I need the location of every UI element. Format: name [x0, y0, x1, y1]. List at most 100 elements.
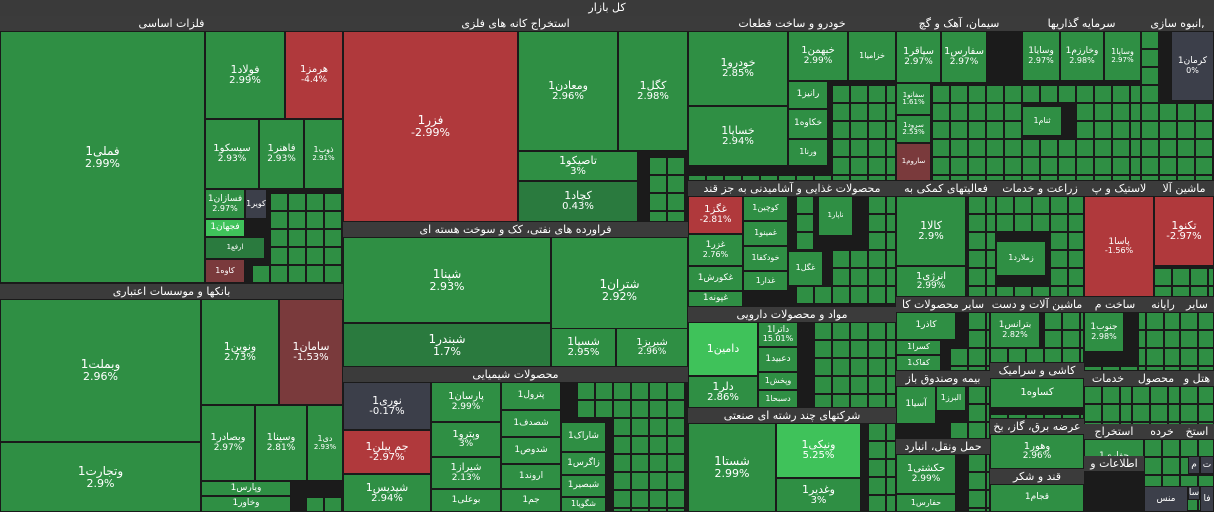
filler-tile[interactable]	[1102, 404, 1120, 422]
filler-tile[interactable]	[986, 454, 990, 472]
filler-tile[interactable]	[886, 376, 896, 394]
filler-tile[interactable]	[886, 340, 896, 358]
stock-tile[interactable]: شتران1 2.92%	[551, 237, 688, 343]
filler-tile[interactable]	[306, 265, 324, 283]
stock-tile[interactable]: غکورش1	[688, 266, 743, 291]
filler-tile[interactable]	[996, 214, 1014, 232]
filler-tile[interactable]	[968, 422, 986, 439]
filler-tile[interactable]	[649, 508, 667, 512]
filler-tile[interactable]	[932, 139, 950, 157]
filler-tile[interactable]	[850, 121, 868, 139]
filler-tile[interactable]	[1044, 348, 1062, 363]
sector[interactable]: عرضه برق، گاز، بخ وهور1 2.96%	[990, 419, 1084, 469]
stock-tile[interactable]: فزر1 -2.99%	[343, 31, 518, 222]
stock-tile[interactable]: دلر1 2.86%	[688, 376, 758, 408]
sector[interactable]: ,انبوه سازی کرمان1 0%	[1141, 16, 1214, 181]
filler-tile[interactable]	[1004, 175, 1022, 181]
stock-tile[interactable]: سپاقر1 2.97%	[896, 31, 941, 83]
filler-tile[interactable]	[270, 193, 288, 211]
stock-tile[interactable]: وخاور1	[201, 496, 291, 512]
filler-tile[interactable]	[796, 175, 814, 181]
stock-tile[interactable]: وپترو1 3%	[431, 422, 501, 457]
stock-tile[interactable]: انرژی1 2.99%	[896, 266, 966, 297]
filler-tile[interactable]	[1138, 348, 1146, 366]
filler-tile[interactable]	[832, 286, 850, 304]
filler-tile[interactable]	[1076, 139, 1094, 157]
filler-tile[interactable]	[577, 382, 595, 400]
filler-tile[interactable]	[706, 175, 724, 181]
sector[interactable]: فلزات اساسی فملی1 2.99% فولاد1 2.99% هرمز1 -4.…	[0, 16, 343, 284]
filler-tile[interactable]	[649, 418, 667, 436]
stock-tile[interactable]: خودرو1 2.85%	[688, 31, 788, 106]
filler-tile[interactable]	[1177, 175, 1195, 181]
filler-tile[interactable]	[968, 386, 986, 404]
filler-tile[interactable]	[968, 232, 986, 250]
sector[interactable]: شرکتهای چند رشته ای صنعتی شستا1 2.99% ونیکی…	[688, 408, 896, 512]
filler-tile[interactable]	[968, 139, 986, 157]
filler-tile[interactable]	[1004, 85, 1022, 103]
sector[interactable]: سایر	[1180, 297, 1214, 371]
filler-tile[interactable]	[1068, 250, 1084, 268]
filler-tile[interactable]	[1120, 366, 1138, 371]
filler-tile[interactable]	[1050, 196, 1068, 214]
filler-tile[interactable]	[649, 490, 667, 508]
filler-tile[interactable]	[306, 247, 324, 265]
filler-tile[interactable]	[1146, 366, 1164, 371]
filler-tile[interactable]	[288, 247, 306, 265]
stock-tile[interactable]: شبندر1 1.7%	[343, 323, 551, 367]
filler-tile[interactable]	[1068, 196, 1084, 214]
filler-tile[interactable]	[613, 436, 631, 454]
stock-tile[interactable]: دامین1	[688, 322, 758, 376]
sector[interactable]: رایانه	[1146, 297, 1180, 371]
filler-tile[interactable]	[886, 394, 896, 408]
filler-tile[interactable]	[1180, 312, 1198, 330]
filler-tile[interactable]	[968, 103, 986, 121]
filler-tile[interactable]	[990, 348, 1008, 363]
filler-tile[interactable]	[986, 472, 990, 490]
filler-tile[interactable]	[1068, 214, 1084, 232]
filler-tile[interactable]	[950, 121, 968, 139]
stock-tile[interactable]: وپارس1	[201, 481, 291, 496]
sector[interactable]: بیمه وصندوق باز آسیا1 البرز1	[896, 371, 990, 439]
filler-tile[interactable]	[986, 232, 996, 250]
stock-tile[interactable]: فاهنر1 2.93%	[259, 119, 304, 189]
filler-tile[interactable]	[886, 103, 896, 121]
filler-tile[interactable]	[886, 477, 896, 495]
filler-tile[interactable]	[968, 454, 986, 472]
filler-tile[interactable]	[1022, 175, 1040, 181]
filler-tile[interactable]	[1141, 31, 1159, 49]
filler-tile[interactable]	[667, 472, 685, 490]
filler-tile[interactable]	[324, 229, 342, 247]
filler-tile[interactable]	[631, 472, 649, 490]
filler-tile[interactable]	[868, 358, 886, 376]
filler-tile[interactable]	[868, 495, 886, 512]
stock-tile[interactable]: شپنا1 2.93%	[343, 237, 551, 323]
filler-tile[interactable]	[950, 366, 968, 371]
filler-tile[interactable]	[996, 286, 1014, 297]
filler-tile[interactable]	[886, 286, 896, 304]
filler-tile[interactable]	[986, 312, 990, 330]
filler-tile[interactable]	[649, 472, 667, 490]
filler-tile[interactable]	[631, 400, 649, 418]
filler-tile[interactable]	[1044, 414, 1062, 419]
sector[interactable]: محصولات شیمیایی نوری1 -0.17% پارسان1 2.99% پت…	[343, 367, 688, 512]
filler-tile[interactable]	[986, 268, 996, 286]
filler-tile[interactable]	[850, 394, 868, 408]
filler-tile[interactable]	[1004, 103, 1022, 121]
filler-tile[interactable]	[1062, 330, 1080, 348]
filler-tile[interactable]	[1004, 121, 1022, 139]
filler-tile[interactable]	[968, 85, 986, 103]
filler-tile[interactable]	[968, 490, 986, 508]
filler-tile[interactable]	[649, 400, 667, 418]
filler-tile[interactable]	[986, 490, 990, 508]
filler-tile[interactable]	[868, 459, 886, 477]
filler-tile[interactable]	[932, 121, 950, 139]
filler-tile[interactable]	[270, 247, 288, 265]
filler-tile[interactable]	[631, 508, 649, 512]
filler-tile[interactable]	[886, 358, 896, 376]
filler-tile[interactable]	[950, 103, 968, 121]
filler-tile[interactable]	[950, 348, 968, 366]
stock-tile[interactable]: ومعادن1 2.96%	[518, 31, 618, 151]
filler-tile[interactable]	[1195, 157, 1213, 175]
filler-tile[interactable]	[667, 382, 685, 400]
